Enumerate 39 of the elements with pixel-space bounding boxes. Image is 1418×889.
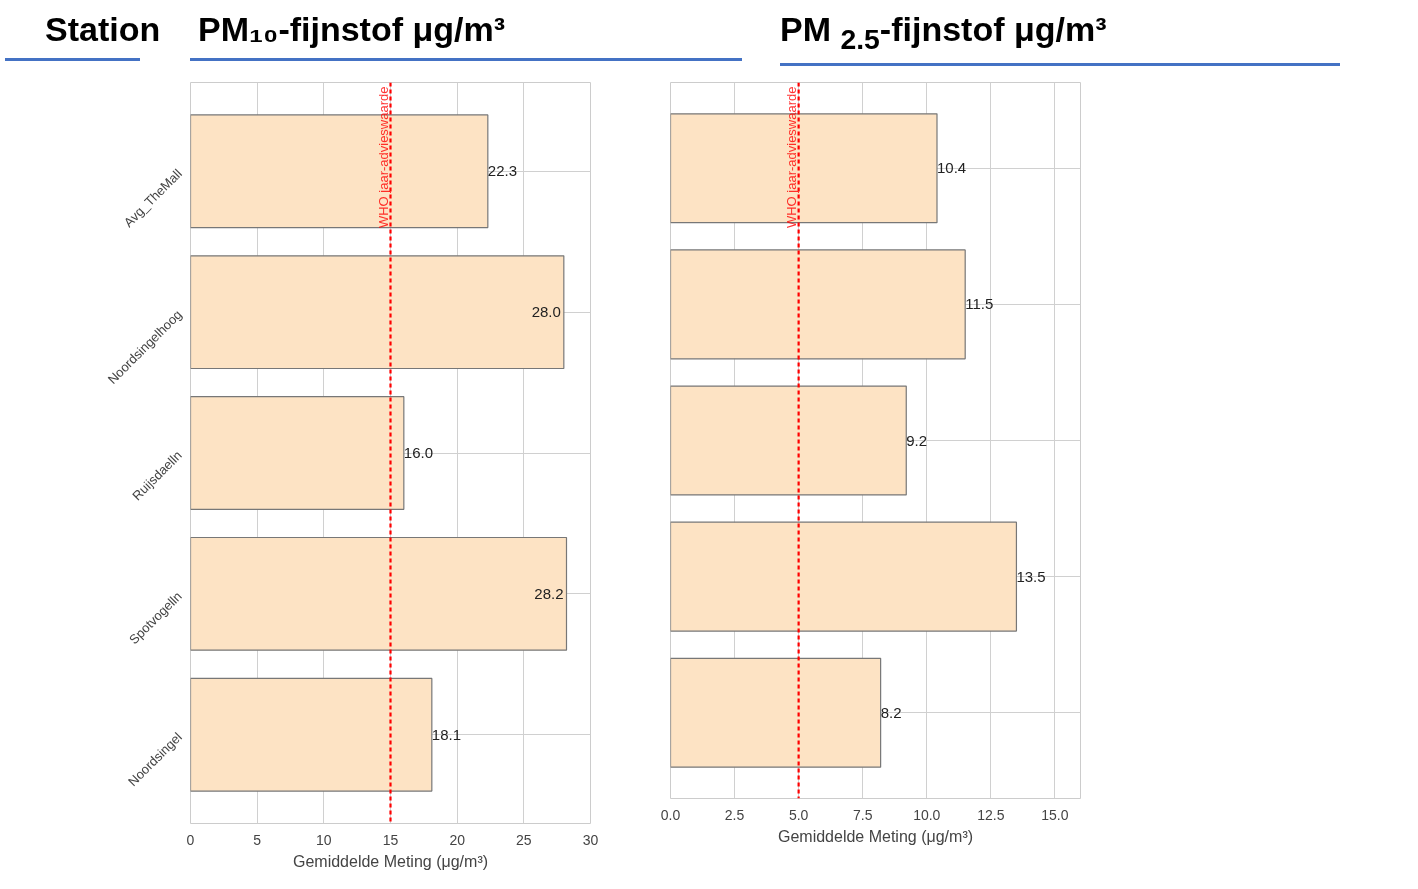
bar: [670, 521, 1018, 632]
chart-title: PM $_{2.5}$-fijnstof μg/m³: [780, 5, 1340, 67]
data-label: 18.1: [431, 725, 462, 743]
x-tick-label: 0: [186, 831, 195, 848]
data-label: 10.4: [937, 159, 967, 177]
x-tick-label: 5.0: [788, 806, 809, 823]
x-tick-label: 7.5: [852, 806, 873, 823]
data-label: 9.2: [906, 431, 928, 449]
y-axis-title: Station: [44, 9, 161, 50]
x-tick-label: 15.0: [1041, 806, 1069, 823]
bar: [670, 249, 966, 360]
data-label: 22.3: [487, 162, 518, 180]
x-tick-label: 10: [316, 831, 332, 848]
ref-line-label: WHO jaar-advieswaarde: [783, 86, 799, 229]
bar: [670, 385, 907, 496]
x-tick-label: 10.0: [913, 806, 941, 823]
data-label: 11.5: [965, 295, 994, 313]
x-axis-title: Gemiddelde Meting (μg/m³): [777, 827, 974, 845]
bar: [190, 255, 565, 370]
ref-line-label: WHO jaar-advieswaarde: [375, 86, 391, 229]
data-label: 28.2: [534, 584, 564, 602]
data-label: 8.2: [880, 703, 902, 721]
x-tick-label: 20: [449, 831, 466, 848]
x-tick-label: 5: [253, 831, 262, 848]
x-tick-label: 15: [382, 831, 399, 848]
x-axis-title: Gemiddelde Meting (μg/m³): [292, 852, 489, 870]
x-tick-label: 25: [516, 831, 532, 848]
data-label: 13.5: [1016, 567, 1046, 585]
data-label: 16.0: [403, 444, 434, 461]
data-label: 28.0: [531, 303, 561, 321]
x-tick-label: 12.5: [977, 806, 1005, 823]
bar: [190, 396, 405, 510]
chart-title: PM₁₀-fijnstof μg/m³: [190, 5, 742, 61]
bar: [670, 657, 882, 768]
bar: [190, 536, 568, 651]
x-tick-label: 2.5: [724, 806, 745, 823]
x-tick-label: 0.0: [660, 806, 681, 823]
x-tick-label: 30: [582, 831, 599, 848]
bar: [190, 677, 433, 792]
